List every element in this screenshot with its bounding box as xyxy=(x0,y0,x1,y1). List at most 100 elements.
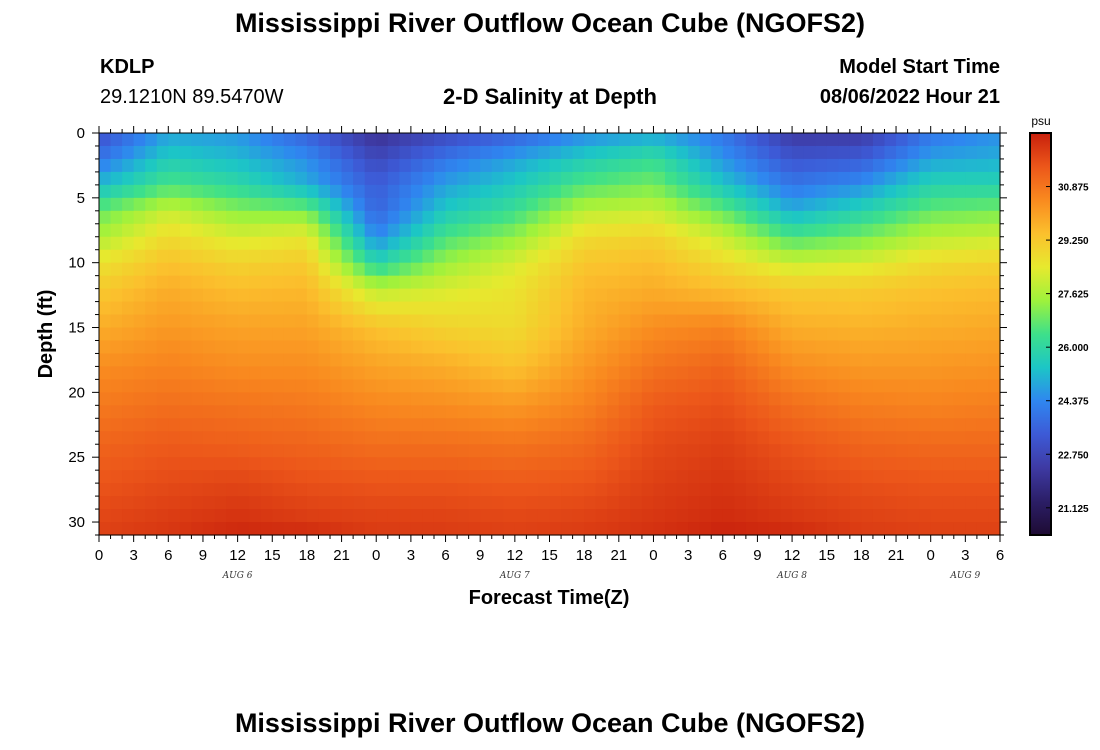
heatmap-cell xyxy=(803,171,816,186)
heatmap-cell xyxy=(295,431,308,445)
heatmap-cell xyxy=(364,444,377,458)
heatmap-cell xyxy=(896,171,909,186)
heatmap-cell xyxy=(699,262,712,277)
heatmap-cell xyxy=(306,522,320,536)
heatmap-cell xyxy=(815,353,828,368)
heatmap-cell xyxy=(156,431,169,445)
heatmap-cell xyxy=(283,301,296,316)
heatmap-cell xyxy=(480,145,493,160)
heatmap-cell xyxy=(145,223,158,238)
heatmap-cell xyxy=(561,301,574,316)
heatmap-cell xyxy=(295,379,308,393)
heatmap-cell xyxy=(630,197,643,212)
heatmap-cell xyxy=(156,327,169,342)
heatmap-cell xyxy=(422,145,435,160)
heatmap-cell xyxy=(387,379,400,393)
heatmap-cell xyxy=(826,314,839,329)
heatmap-cell xyxy=(665,236,678,251)
heatmap-cell xyxy=(387,340,400,355)
heatmap-cell xyxy=(353,275,366,290)
heatmap-cell xyxy=(341,210,354,225)
heatmap-cell xyxy=(988,223,1001,238)
heatmap-cell xyxy=(526,379,539,393)
heatmap-cell xyxy=(468,145,481,160)
heatmap-cell xyxy=(896,314,909,329)
heatmap-cell xyxy=(722,444,735,458)
heatmap-cell xyxy=(665,158,678,173)
heatmap-cell xyxy=(133,340,146,355)
heatmap-cell xyxy=(399,483,412,497)
heatmap-cell xyxy=(179,197,193,212)
heatmap-cell xyxy=(665,327,678,342)
heatmap-cell xyxy=(688,236,701,251)
heatmap-cell xyxy=(514,366,527,380)
heatmap-cell xyxy=(422,444,435,458)
heatmap-cell xyxy=(976,314,990,329)
heatmap-cell xyxy=(595,262,608,277)
heatmap-cell xyxy=(283,457,296,471)
heatmap-cell xyxy=(387,457,400,471)
heatmap-cell xyxy=(191,470,204,484)
heatmap-cell xyxy=(283,223,296,238)
heatmap-cell xyxy=(376,236,389,251)
heatmap-cell xyxy=(99,457,112,471)
heatmap-cell xyxy=(480,327,493,342)
heatmap-cell xyxy=(549,379,562,393)
heatmap-cell xyxy=(168,522,181,536)
heatmap-cell xyxy=(584,236,597,251)
heatmap-cell xyxy=(630,392,643,406)
heatmap-cell xyxy=(780,197,793,212)
heatmap-cell xyxy=(711,327,724,342)
heatmap-cell xyxy=(480,457,493,471)
heatmap-cell xyxy=(884,223,897,238)
heatmap-cell xyxy=(399,327,412,342)
heatmap-cell xyxy=(549,249,562,264)
heatmap-cell xyxy=(260,431,273,445)
heatmap-cell xyxy=(607,171,620,186)
heatmap-cell xyxy=(757,210,770,225)
heatmap-cell xyxy=(965,314,978,329)
heatmap-cell xyxy=(792,197,805,212)
heatmap-cell xyxy=(133,327,146,342)
heatmap-cell xyxy=(387,184,400,199)
heatmap-cell xyxy=(965,171,978,186)
heatmap-cell xyxy=(260,262,273,277)
heatmap-cell xyxy=(734,457,747,471)
heatmap-cell xyxy=(884,249,897,264)
heatmap-cell xyxy=(341,418,354,432)
heatmap-cell xyxy=(676,301,689,316)
heatmap-cell xyxy=(607,210,620,225)
heatmap-cell xyxy=(907,327,920,342)
heatmap-cell xyxy=(514,197,527,212)
heatmap-cell xyxy=(445,249,458,264)
heatmap-cell xyxy=(99,509,112,523)
heatmap-cell xyxy=(387,288,400,303)
heatmap-cell xyxy=(768,288,782,303)
heatmap-cell xyxy=(768,171,782,186)
heatmap-cell xyxy=(711,158,724,173)
heatmap-cell xyxy=(780,133,793,147)
heatmap-cell xyxy=(457,405,470,419)
heatmap-cell xyxy=(757,353,770,368)
heatmap-cell xyxy=(318,379,331,393)
heatmap-cell xyxy=(226,522,239,536)
heatmap-cell xyxy=(237,483,250,497)
heatmap-cell xyxy=(618,444,631,458)
heatmap-cell xyxy=(584,210,597,225)
heatmap-cell xyxy=(780,353,793,368)
heatmap-cell xyxy=(468,366,481,380)
x-tick-label: 15 xyxy=(541,547,558,564)
heatmap-cell xyxy=(826,509,839,523)
heatmap-cell xyxy=(884,262,897,277)
heatmap-cell xyxy=(353,444,366,458)
heatmap-cell xyxy=(191,431,204,445)
heatmap-cell xyxy=(907,145,920,160)
heatmap-cell xyxy=(584,431,597,445)
heatmap-cell xyxy=(272,223,285,238)
heatmap-cell xyxy=(526,223,539,238)
heatmap-cell xyxy=(295,405,308,419)
heatmap-cell xyxy=(514,236,527,251)
heatmap-cell xyxy=(572,262,585,277)
heatmap-cell xyxy=(711,509,724,523)
heatmap-cell xyxy=(433,223,447,238)
